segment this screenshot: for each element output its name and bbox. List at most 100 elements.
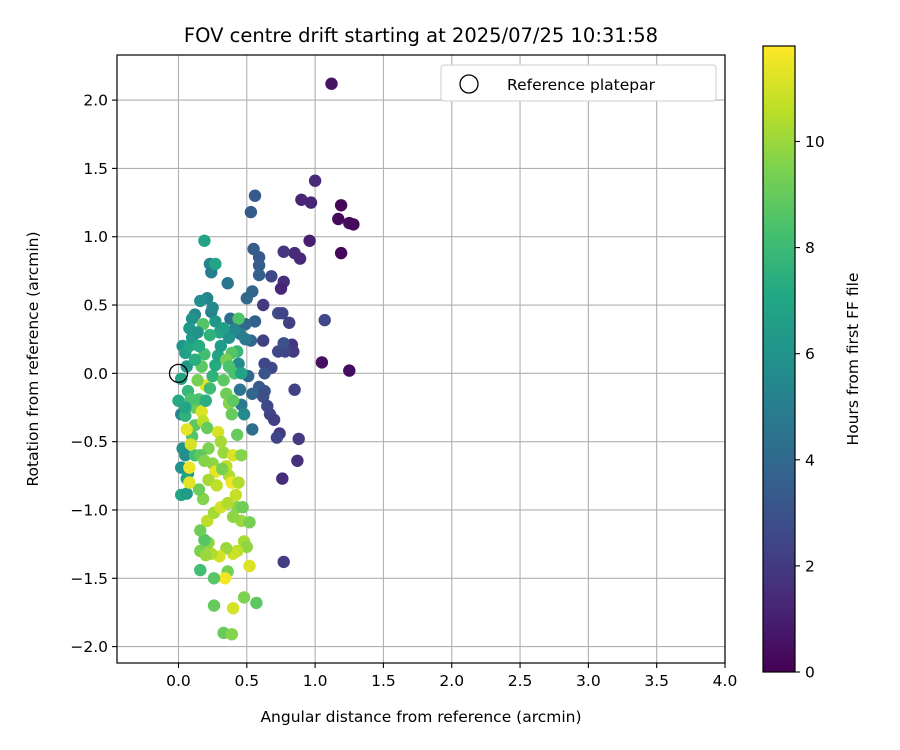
colorbar-ticks: 0 2 4 6 8 10 (795, 133, 825, 682)
data-point (214, 435, 227, 448)
data-point (206, 369, 219, 383)
data-point (198, 454, 211, 467)
x-tick-label: 1.0 (303, 672, 328, 690)
data-point (248, 189, 262, 202)
data-point (267, 413, 281, 426)
data-point (276, 472, 289, 485)
data-point (202, 442, 215, 455)
data-point (221, 277, 234, 290)
x-tick-label: 2.5 (508, 672, 533, 690)
x-tick-label: 1.5 (371, 672, 396, 690)
data-point (277, 245, 290, 258)
data-point (325, 77, 338, 90)
data-point (240, 292, 253, 305)
y-tick-label: −0.5 (70, 433, 108, 451)
data-point (237, 408, 251, 421)
data-point (179, 401, 192, 414)
data-point (334, 246, 348, 260)
data-point (292, 432, 305, 446)
data-point (252, 268, 266, 282)
x-tick-label: 3.5 (644, 672, 669, 690)
colorbar-tick-label: 10 (805, 133, 825, 151)
data-point (252, 259, 266, 272)
data-point (318, 313, 331, 327)
x-tick-label: 3.0 (576, 672, 601, 690)
data-point (343, 364, 356, 377)
data-point (226, 510, 240, 523)
legend-open-circle-icon (459, 74, 479, 94)
data-point (180, 423, 193, 436)
data-point (334, 199, 348, 212)
data-point (232, 476, 245, 489)
data-point (183, 461, 196, 474)
colorbar-tick-label: 8 (805, 239, 815, 257)
data-point (277, 337, 290, 350)
data-point (243, 559, 256, 573)
data-point (203, 328, 217, 342)
y-tick-label: 0.0 (83, 365, 108, 383)
data-point (198, 234, 211, 247)
data-point (188, 353, 202, 366)
data-point (332, 212, 345, 226)
data-point (183, 476, 196, 489)
chart-title: FOV centre drift starting at 2025/07/25 … (184, 24, 658, 47)
data-point (303, 234, 316, 247)
data-point (217, 374, 230, 387)
y-axis-label: Rotation from reference (arcmin) (24, 231, 42, 486)
data-point (209, 358, 222, 372)
data-point (217, 446, 230, 459)
data-point (211, 425, 225, 439)
data-point (225, 628, 238, 641)
data-point (276, 307, 289, 320)
data-point (295, 193, 308, 206)
data-point (257, 298, 270, 312)
data-point (184, 438, 197, 451)
data-point (198, 533, 211, 547)
data-point (194, 294, 207, 308)
data-point (225, 408, 238, 421)
legend: Reference platepar (440, 64, 717, 102)
y-tick-label: −1.5 (70, 570, 108, 588)
data-point (214, 339, 227, 353)
data-point (207, 572, 221, 585)
data-point (192, 339, 206, 353)
data-point (304, 196, 318, 209)
data-point (196, 492, 210, 506)
data-point (315, 356, 329, 369)
data-point (201, 514, 214, 528)
colorbar-label: Hours from first FF file (844, 273, 862, 446)
data-point (209, 315, 222, 328)
data-point (229, 488, 243, 502)
data-point (240, 540, 253, 554)
data-point (257, 334, 270, 347)
y-axis-ticks: −2.0 −1.5 −1.0 −0.5 0.0 0.5 1.0 1.5 2.0 (70, 92, 117, 656)
legend-label: Reference platepar (507, 76, 656, 94)
data-point (235, 449, 248, 462)
data-points (172, 77, 360, 641)
data-point (206, 301, 219, 314)
colorbar-gradient (762, 45, 796, 673)
data-point (203, 382, 217, 395)
data-point (247, 242, 260, 256)
y-tick-label: 2.0 (83, 92, 108, 110)
data-point (209, 257, 222, 271)
data-point (221, 496, 234, 510)
data-point (233, 383, 247, 396)
data-point (277, 555, 290, 569)
y-tick-label: −1.0 (70, 501, 108, 519)
data-point (288, 383, 301, 396)
data-point (248, 315, 262, 328)
colorbar: 0 2 4 6 8 10 Hours from first FF file (762, 45, 862, 682)
data-point (185, 312, 199, 325)
data-point (246, 423, 259, 436)
data-point (226, 602, 240, 615)
data-point (258, 367, 271, 380)
data-point (192, 483, 206, 496)
data-point (220, 542, 233, 555)
x-tick-label: 0.5 (234, 672, 259, 690)
data-point (232, 312, 245, 325)
data-point (347, 218, 360, 231)
data-point (232, 357, 245, 370)
